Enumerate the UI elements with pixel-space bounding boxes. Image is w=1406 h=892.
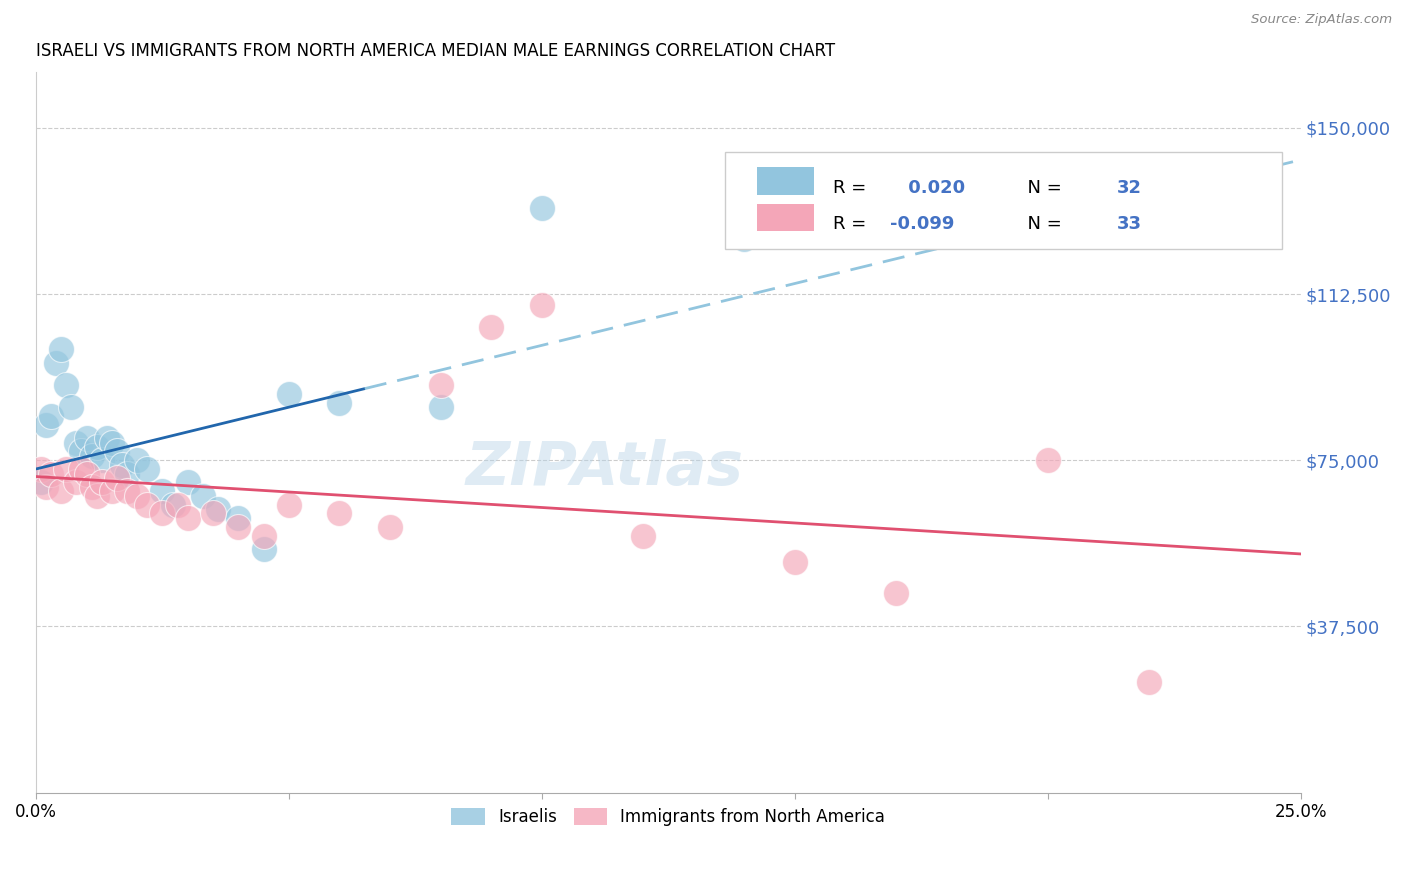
Point bbox=[226, 511, 249, 525]
Point bbox=[631, 528, 654, 542]
Point bbox=[127, 489, 149, 503]
Legend: Israelis, Immigrants from North America: Israelis, Immigrants from North America bbox=[443, 800, 893, 835]
Text: ISRAELI VS IMMIGRANTS FROM NORTH AMERICA MEDIAN MALE EARNINGS CORRELATION CHART: ISRAELI VS IMMIGRANTS FROM NORTH AMERICA… bbox=[37, 42, 835, 60]
Point bbox=[35, 417, 58, 432]
Point bbox=[51, 343, 73, 357]
Point bbox=[101, 484, 124, 499]
Point bbox=[177, 511, 200, 525]
Point bbox=[86, 440, 108, 454]
Point bbox=[51, 484, 73, 499]
Point bbox=[105, 471, 128, 485]
Point bbox=[177, 475, 200, 490]
Point bbox=[101, 435, 124, 450]
Point bbox=[80, 449, 103, 463]
Point bbox=[429, 400, 451, 414]
Point bbox=[127, 453, 149, 467]
Point bbox=[39, 467, 62, 481]
Point bbox=[884, 586, 907, 600]
Point bbox=[105, 444, 128, 458]
Point bbox=[65, 475, 87, 490]
Point bbox=[166, 498, 188, 512]
FancyBboxPatch shape bbox=[725, 152, 1282, 249]
Point bbox=[783, 555, 806, 569]
Point bbox=[1137, 674, 1160, 689]
Point bbox=[328, 395, 350, 409]
Point bbox=[136, 498, 159, 512]
Point bbox=[86, 489, 108, 503]
Point bbox=[90, 453, 112, 467]
Text: Source: ZipAtlas.com: Source: ZipAtlas.com bbox=[1251, 13, 1392, 27]
FancyBboxPatch shape bbox=[756, 168, 814, 194]
Point bbox=[80, 480, 103, 494]
Point bbox=[162, 498, 184, 512]
Point bbox=[55, 462, 77, 476]
Point bbox=[30, 475, 52, 490]
Point bbox=[252, 541, 274, 556]
Point bbox=[90, 475, 112, 490]
Point bbox=[252, 528, 274, 542]
FancyBboxPatch shape bbox=[756, 203, 814, 231]
Point bbox=[35, 480, 58, 494]
Point bbox=[429, 377, 451, 392]
Text: 33: 33 bbox=[1118, 215, 1142, 234]
Point bbox=[45, 356, 67, 370]
Point bbox=[30, 462, 52, 476]
Point bbox=[277, 386, 299, 401]
Text: 32: 32 bbox=[1118, 179, 1142, 197]
Point bbox=[60, 400, 83, 414]
Point bbox=[191, 489, 214, 503]
Point bbox=[152, 507, 174, 521]
Point bbox=[1036, 453, 1059, 467]
Point bbox=[328, 507, 350, 521]
Point bbox=[115, 484, 138, 499]
Point bbox=[115, 467, 138, 481]
Text: 0.020: 0.020 bbox=[903, 179, 966, 197]
Point bbox=[70, 462, 93, 476]
Point bbox=[733, 232, 755, 246]
Text: N =: N = bbox=[1017, 215, 1067, 234]
Point bbox=[70, 444, 93, 458]
Point bbox=[530, 298, 553, 312]
Point bbox=[76, 467, 98, 481]
Point bbox=[76, 431, 98, 445]
Point bbox=[96, 431, 118, 445]
Point bbox=[479, 320, 502, 334]
Point bbox=[201, 507, 224, 521]
Text: R =: R = bbox=[832, 215, 872, 234]
Point bbox=[111, 458, 134, 472]
Point bbox=[530, 201, 553, 215]
Text: N =: N = bbox=[1017, 179, 1067, 197]
Point bbox=[136, 462, 159, 476]
Point bbox=[277, 498, 299, 512]
Text: R =: R = bbox=[832, 179, 872, 197]
Point bbox=[55, 377, 77, 392]
Point bbox=[378, 519, 401, 533]
Point bbox=[207, 502, 229, 516]
Text: ZIPAtlas: ZIPAtlas bbox=[465, 439, 744, 498]
Point bbox=[65, 435, 87, 450]
Point bbox=[39, 409, 62, 423]
Text: -0.099: -0.099 bbox=[890, 215, 955, 234]
Point bbox=[152, 484, 174, 499]
Point bbox=[226, 519, 249, 533]
